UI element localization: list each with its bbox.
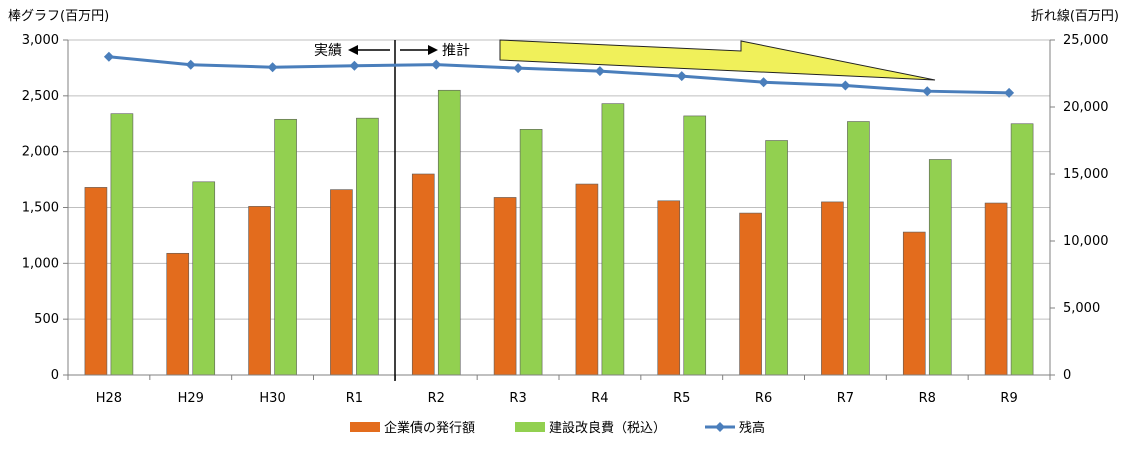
x-tick-label: R8 [919,391,936,406]
bond-issuance-bar [166,252,190,376]
gridlines [68,39,1050,320]
construction-cost-bar [1010,123,1034,376]
construction-cost-bar [601,103,625,376]
bond-issuance-bar [411,173,435,376]
x-tick-label: R7 [837,391,854,406]
construction-cost-bar [110,113,134,376]
legend-balance-label: 残高 [739,420,765,436]
x-tick-label: R9 [1000,391,1017,406]
right-tick-label: 10,000 [1063,234,1109,249]
left-tick-label: 0 [51,368,59,383]
x-tick-label: R5 [673,391,690,406]
bond-issuance-bar [739,212,762,376]
x-tick-label: R4 [591,391,608,406]
bond-issuance-bar [821,201,844,376]
forecast-annotation: 実績 推計 [314,39,936,381]
legend: 企業債の発行額 建設改良費（税込） 残高 [350,420,765,436]
right-tick-label: 15,000 [1063,167,1109,182]
construction-cost-bar [274,118,297,376]
bond-issuance-bar [248,206,271,376]
construction-cost-bar [765,140,788,376]
decrease-trend-arrow [499,39,936,81]
balance-point [594,66,605,77]
actual-label: 実績 [314,43,342,59]
left-tick-label: 2,000 [22,145,59,160]
bond-issuance-bar [902,231,926,376]
left-tick-label: 1,000 [22,256,59,271]
balance-line [108,55,1010,95]
left-axis-title: 棒グラフ(百万円) [8,9,109,24]
balance-point [513,63,524,74]
balance-point [267,62,278,73]
bond-issuance-bar [984,202,1008,376]
legend-bond-issuance-label: 企業債の発行額 [384,420,475,436]
construction-cost-bar [519,129,543,376]
balance-point [1004,87,1015,98]
balance-point [922,86,933,97]
construction-cost-bar [928,159,952,376]
bond-issuance-bar [575,183,599,376]
right-tick-label: 5,000 [1063,301,1100,316]
actual-arrowhead [348,45,358,55]
forecast-label: 推計 [442,43,470,59]
x-tick-label: R1 [346,391,363,406]
right-tick-label: 20,000 [1063,100,1109,115]
construction-cost-bar [437,89,461,376]
balance-point [185,59,196,70]
forecast-arrowhead [428,45,438,55]
bond-issuance-bar [330,189,353,376]
balance-point [840,80,851,91]
construction-cost-bar [356,117,379,376]
right-axis-title: 折れ線(百万円) [1031,8,1119,24]
bar-series [84,89,1034,376]
x-tick-label: H30 [259,391,285,406]
right-tick-label: 0 [1063,368,1071,383]
left-tick-label: 2,500 [22,89,59,104]
x-tick-label: H28 [96,391,122,406]
balance-point [676,71,687,82]
balance-point [103,51,114,62]
legend-bond-issuance-swatch [350,422,380,432]
x-tick-label: H29 [178,391,204,406]
balance-point [349,60,360,71]
legend-balance-marker [715,422,725,432]
x-tick-label: R2 [428,391,445,406]
left-tick-label: 1,500 [22,201,59,216]
legend-construction-cost-swatch [515,422,545,432]
x-tick-label: R3 [509,391,526,406]
left-tick-label: 3,000 [22,33,59,48]
balance-point [758,77,769,88]
right-tick-label: 25,000 [1063,33,1109,48]
x-tick-label: R6 [755,391,772,406]
legend-construction-cost-label: 建設改良費（税込） [549,420,666,436]
construction-cost-bar [683,115,707,376]
construction-cost-bar [192,181,216,376]
bond-issuance-bar [493,197,517,376]
balance-point [431,59,442,70]
left-tick-label: 500 [34,312,59,327]
bond-issuance-bar [657,200,681,376]
construction-cost-bar [847,121,870,376]
axes: 0 500 1,000 1,500 2,000 2,500 3,000 0 5,000 10,00… [22,33,1109,406]
line-series [103,51,1015,98]
bond-issuance-bar [84,187,108,376]
